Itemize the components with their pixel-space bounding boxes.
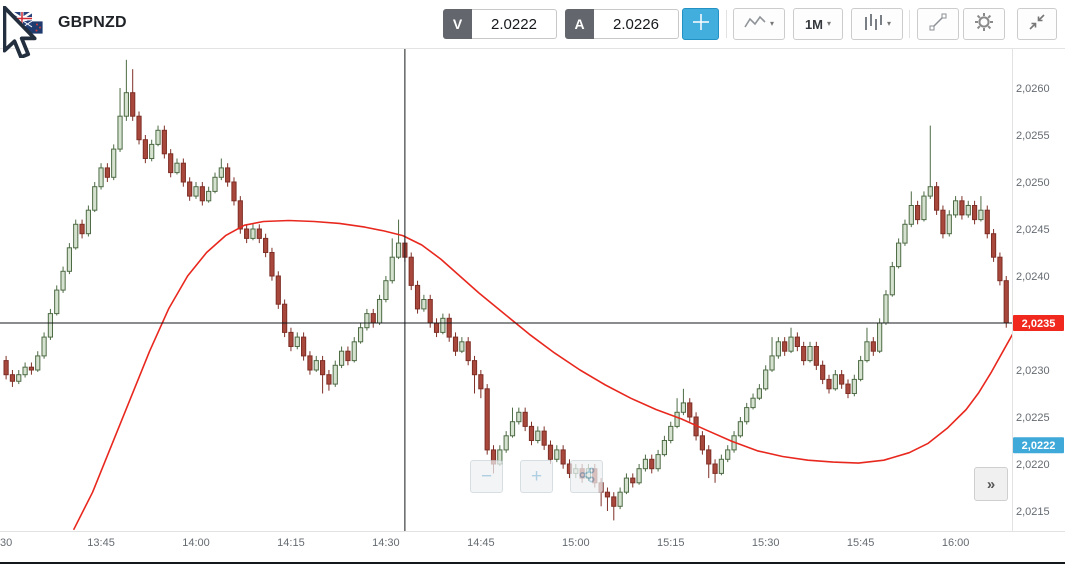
chevron-down-icon: ▾ bbox=[827, 19, 832, 28]
zoom-out-button[interactable]: − bbox=[470, 460, 503, 493]
trendline-icon bbox=[928, 12, 948, 37]
chart-type-button[interactable]: ▾ bbox=[733, 8, 785, 40]
svg-text:14:00: 14:00 bbox=[182, 537, 210, 549]
chart-style-button[interactable]: ▾ bbox=[851, 8, 903, 40]
ask-quote: A 2.0226 bbox=[565, 9, 679, 39]
trendline-tool-button[interactable] bbox=[917, 8, 959, 40]
collapse-chart-button[interactable] bbox=[1017, 8, 1057, 40]
svg-text:2,0222: 2,0222 bbox=[1022, 440, 1056, 452]
share-icon bbox=[578, 466, 595, 487]
expand-panel-button[interactable]: » bbox=[974, 467, 1008, 501]
bars-icon bbox=[863, 13, 883, 35]
svg-text:2,0230: 2,0230 bbox=[1016, 365, 1050, 377]
svg-text:2,0260: 2,0260 bbox=[1016, 83, 1050, 95]
svg-text:14:30: 14:30 bbox=[372, 537, 400, 549]
line-chart-icon bbox=[744, 14, 766, 35]
svg-text:2,0245: 2,0245 bbox=[1016, 224, 1050, 236]
sell-button[interactable]: V bbox=[443, 9, 472, 39]
svg-text:16:00: 16:00 bbox=[942, 537, 970, 549]
plus-icon: + bbox=[530, 466, 543, 487]
symbol-title: GBPNZD bbox=[58, 14, 127, 31]
minus-icon: − bbox=[480, 466, 493, 487]
svg-text:14:45: 14:45 bbox=[467, 537, 495, 549]
crosshair-icon bbox=[691, 12, 711, 37]
gear-icon bbox=[974, 12, 994, 37]
collapse-arrows-icon bbox=[1028, 13, 1046, 36]
bid-value: 2.0222 bbox=[472, 9, 557, 39]
window-bottom-edge bbox=[0, 562, 1065, 564]
ask-value: 2.0226 bbox=[594, 9, 679, 39]
buy-button[interactable]: A bbox=[565, 9, 594, 39]
chart-zoom-controls: − + bbox=[470, 460, 603, 493]
chart-canvas[interactable]: 2,0215 2,0220 2,0225 2,0230 2,0235 2,0240 2,02… bbox=[0, 48, 1065, 564]
svg-text:2,0240: 2,0240 bbox=[1016, 271, 1050, 283]
svg-text:2,0220: 2,0220 bbox=[1016, 459, 1050, 471]
share-button[interactable] bbox=[570, 460, 603, 493]
timeframe-label: 1M bbox=[804, 16, 824, 32]
settings-button[interactable] bbox=[963, 8, 1005, 40]
svg-text:30: 30 bbox=[0, 537, 12, 549]
svg-text:2,0255: 2,0255 bbox=[1016, 130, 1050, 142]
svg-text:13:45: 13:45 bbox=[87, 537, 115, 549]
toolbar-divider bbox=[909, 10, 910, 38]
svg-text:15:00: 15:00 bbox=[562, 537, 590, 549]
chevron-down-icon: ▾ bbox=[769, 19, 774, 28]
svg-text:14:15: 14:15 bbox=[277, 537, 305, 549]
instrument-flag-icon bbox=[11, 10, 44, 41]
svg-text:2,0215: 2,0215 bbox=[1016, 506, 1050, 518]
timeframe-button[interactable]: 1M ▾ bbox=[793, 8, 843, 40]
svg-text:15:30: 15:30 bbox=[752, 537, 780, 549]
svg-text:15:15: 15:15 bbox=[657, 537, 685, 549]
svg-text:2,0235: 2,0235 bbox=[1022, 318, 1056, 330]
svg-text:2,0225: 2,0225 bbox=[1016, 412, 1050, 424]
crosshair-button[interactable] bbox=[682, 8, 719, 40]
svg-text:2,0250: 2,0250 bbox=[1016, 177, 1050, 189]
toolbar-divider bbox=[726, 10, 727, 38]
zoom-in-button[interactable]: + bbox=[520, 460, 553, 493]
chevron-down-icon: ▾ bbox=[886, 19, 891, 28]
bid-quote: V 2.0222 bbox=[443, 9, 557, 39]
toolbar: GBPNZD V 2.0222 A 2.0226 ▾ 1M ▾ bbox=[0, 0, 1065, 49]
svg-text:15:45: 15:45 bbox=[847, 537, 875, 549]
double-chevron-right-icon: » bbox=[986, 475, 996, 493]
